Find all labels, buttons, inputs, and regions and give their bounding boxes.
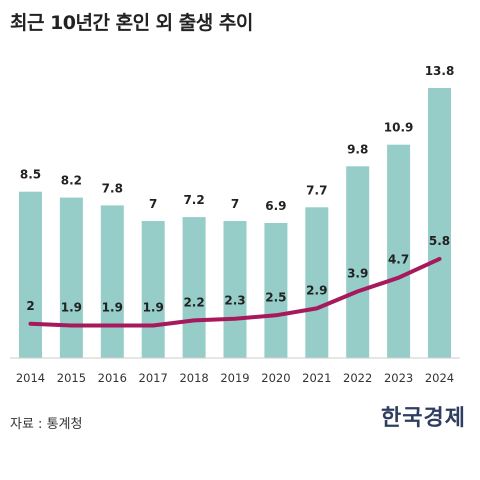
bar: [346, 166, 370, 358]
bar-series: [19, 88, 451, 358]
line-value-label: 1.9: [143, 301, 164, 315]
x-tick-label: 2021: [302, 371, 331, 385]
line-value-label: 1.9: [61, 301, 82, 315]
bar-value-label: 7.7: [306, 183, 327, 197]
x-tick-label: 2014: [16, 371, 45, 385]
x-tick-label: 2015: [57, 371, 86, 385]
bar-value-label: 7: [231, 197, 239, 211]
bar-value-labels: 8.5 8.2 7.8 7 7.2 7 6.9 7.7 9.8 10.9 13.8: [20, 64, 454, 213]
bar-value-label: 13.8: [425, 64, 455, 78]
line-series: [28, 256, 442, 328]
bar: [59, 197, 83, 358]
bar: [387, 144, 411, 358]
bar: [100, 205, 124, 358]
line-value-label: 3.9: [347, 266, 368, 280]
line-value-label: 2.3: [224, 294, 245, 308]
x-tick-label: 2017: [139, 371, 168, 385]
line-value-label: 2.2: [183, 295, 204, 309]
brand-logo: 한국경제: [381, 405, 466, 431]
x-tick-label: 2019: [220, 371, 249, 385]
source-note: 자료 : 통계청: [10, 417, 83, 432]
x-tick-label: 2022: [343, 371, 372, 385]
bar-value-label: 7.2: [183, 193, 204, 207]
x-tick-label: 2020: [261, 371, 290, 385]
line-value-label: 1.9: [102, 301, 123, 315]
bar: [223, 221, 247, 358]
bar: [305, 207, 329, 358]
bar: [264, 223, 288, 358]
bar-value-label: 7.8: [102, 181, 123, 195]
bar-value-label: 8.2: [61, 174, 82, 188]
x-axis-ticks: 2014 2015 2016 2017 2018 2019 2020 2021 2022 2023…: [16, 371, 454, 385]
bar: [428, 88, 451, 358]
x-tick-label: 2023: [384, 371, 413, 385]
line-value-label: 2: [26, 299, 34, 313]
chart-title: 최근 10년간 혼인 외 출생 추이: [10, 12, 253, 34]
line-value-label: 5.8: [429, 234, 450, 248]
bar-value-label: 6.9: [265, 199, 286, 213]
line-value-labels: 2 1.9 1.9 1.9 2.2 2.3 2.5 2.9 3.9 4.7 5.8: [26, 234, 450, 315]
bar: [182, 217, 206, 358]
x-tick-label: 2024: [425, 371, 454, 385]
bar: [141, 221, 165, 358]
bar-value-label: 9.8: [347, 142, 368, 156]
bar: [19, 191, 42, 358]
line-value-label: 2.9: [306, 283, 327, 297]
x-tick-label: 2018: [179, 371, 208, 385]
bar-value-label: 7: [149, 197, 157, 211]
bar-value-label: 8.5: [20, 168, 41, 182]
line-value-label: 2.5: [265, 290, 286, 304]
line-value-label: 4.7: [388, 253, 409, 267]
bar-value-label: 10.9: [384, 121, 414, 135]
x-tick-label: 2016: [98, 371, 127, 385]
